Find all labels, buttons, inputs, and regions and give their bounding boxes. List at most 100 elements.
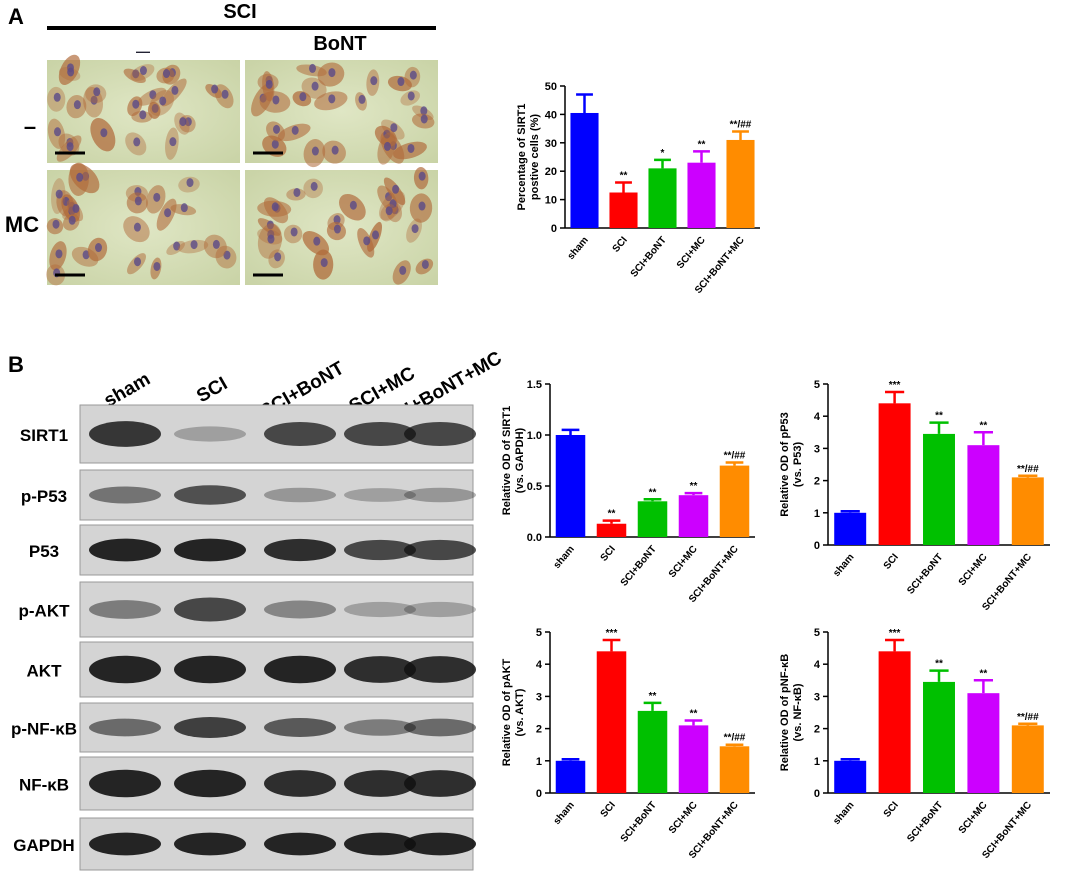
bar bbox=[687, 162, 716, 228]
nucleus bbox=[212, 239, 220, 249]
band bbox=[344, 601, 416, 618]
nucleus bbox=[134, 196, 142, 206]
nucleus bbox=[52, 219, 60, 229]
bar bbox=[637, 710, 668, 793]
x-tick-label: SCI bbox=[611, 235, 630, 255]
y-tick-label: 5 bbox=[814, 627, 820, 639]
significance: ** bbox=[935, 659, 943, 670]
nucleus bbox=[397, 77, 405, 87]
bar bbox=[609, 192, 638, 228]
bar bbox=[555, 435, 586, 537]
y-tick-label: 5 bbox=[814, 379, 820, 391]
blot bbox=[79, 581, 474, 638]
y-tick-label: 2 bbox=[814, 476, 820, 488]
nucleus bbox=[420, 114, 428, 124]
x-tick-label: SCI+BoNT bbox=[629, 235, 669, 280]
error-bar bbox=[973, 431, 993, 446]
nucleus bbox=[333, 224, 341, 234]
x-tick-label: SCI+MC bbox=[957, 800, 990, 836]
band bbox=[344, 421, 416, 447]
column-label: — bbox=[136, 43, 150, 59]
x-tick-label: SCI bbox=[882, 552, 901, 572]
nucleus bbox=[67, 67, 75, 77]
band bbox=[174, 597, 246, 622]
y-tick-label: 4 bbox=[814, 659, 821, 671]
y-axis-label: Relative OD of SIRT1 bbox=[501, 406, 513, 515]
nucleus bbox=[139, 110, 147, 120]
nucleus bbox=[320, 258, 328, 268]
nucleus bbox=[311, 81, 319, 91]
y-tick-label: 0 bbox=[814, 540, 820, 552]
significance: **/## bbox=[730, 119, 752, 130]
band bbox=[404, 718, 476, 737]
error-bar bbox=[693, 150, 710, 163]
band bbox=[174, 538, 246, 562]
y-axis-label: Relative OD of pNF-κB bbox=[779, 654, 791, 771]
significance: ** bbox=[649, 487, 657, 498]
nucleus bbox=[55, 189, 63, 199]
y-tick-label: 1 bbox=[536, 756, 542, 768]
nucleus bbox=[313, 236, 321, 246]
y-axis-label: (vs. P53) bbox=[792, 442, 804, 488]
nucleus bbox=[407, 143, 415, 153]
x-tick-label: sham bbox=[566, 235, 591, 262]
nucleus bbox=[418, 171, 426, 181]
band bbox=[264, 655, 336, 684]
band bbox=[89, 655, 161, 684]
y-tick-label: 30 bbox=[545, 138, 557, 150]
band bbox=[174, 832, 246, 856]
blot-label: NF-κB bbox=[19, 776, 69, 795]
nucleus bbox=[211, 84, 219, 94]
error-bar bbox=[725, 461, 744, 466]
nucleus bbox=[139, 66, 147, 76]
panel-label: A bbox=[8, 4, 24, 29]
nucleus bbox=[73, 100, 81, 110]
nucleus bbox=[179, 117, 187, 127]
band bbox=[89, 486, 161, 504]
error-bar bbox=[725, 743, 744, 747]
nucleus bbox=[55, 249, 63, 259]
nucleus bbox=[385, 206, 393, 216]
nucleus bbox=[358, 94, 366, 104]
y-tick-label: 0.0 bbox=[527, 532, 542, 544]
y-tick-label: 3 bbox=[814, 691, 820, 703]
y-tick-label: 3 bbox=[814, 443, 820, 455]
y-tick-label: 5 bbox=[536, 627, 542, 639]
significance: ** bbox=[649, 691, 657, 702]
y-axis-label: (vs. NF-κB) bbox=[792, 683, 804, 741]
band bbox=[404, 770, 476, 797]
nucleus bbox=[159, 96, 167, 106]
y-axis-label: Relative OD of pAKT bbox=[501, 658, 513, 766]
y-axis-label: postive cells (%) bbox=[529, 114, 541, 201]
blot-label: P53 bbox=[29, 542, 59, 561]
nucleus bbox=[180, 203, 188, 213]
band bbox=[174, 717, 246, 738]
bar bbox=[923, 681, 955, 793]
nucleus bbox=[389, 199, 397, 209]
error-bar bbox=[973, 679, 993, 694]
band bbox=[264, 538, 336, 562]
nucleus bbox=[265, 79, 273, 89]
bar bbox=[1011, 725, 1044, 793]
nucleus bbox=[370, 76, 378, 86]
blot-label: p-AKT bbox=[19, 602, 71, 621]
band bbox=[344, 770, 416, 797]
nucleus bbox=[100, 128, 108, 138]
nucleus bbox=[164, 208, 172, 218]
y-tick-label: 4 bbox=[536, 659, 543, 671]
nucleus bbox=[72, 203, 80, 213]
band bbox=[174, 655, 246, 684]
nucleus bbox=[66, 142, 74, 152]
band bbox=[89, 769, 161, 798]
error-bar bbox=[684, 719, 703, 726]
nucleus bbox=[399, 265, 407, 275]
y-tick-label: 2 bbox=[814, 724, 820, 736]
row-label: MC bbox=[5, 212, 39, 237]
band bbox=[404, 539, 476, 561]
significance: ** bbox=[935, 411, 943, 422]
nucleus bbox=[133, 257, 141, 267]
nucleus bbox=[328, 94, 336, 104]
nucleus bbox=[190, 240, 198, 250]
significance: *** bbox=[606, 628, 618, 639]
